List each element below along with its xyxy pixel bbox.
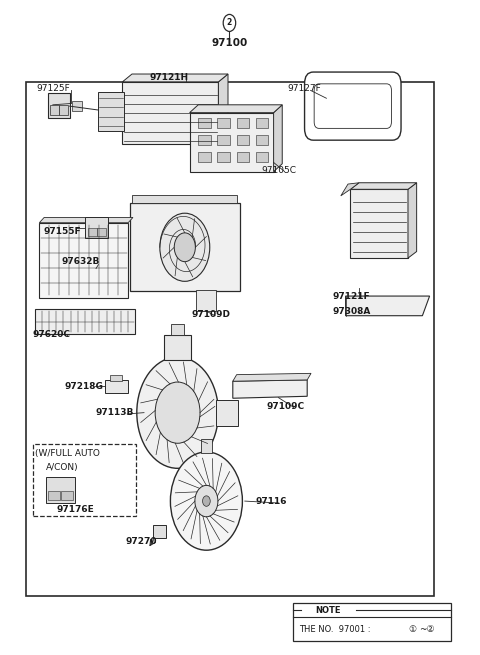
Bar bbox=[97, 228, 106, 236]
Bar bbox=[198, 135, 211, 145]
Bar bbox=[50, 105, 59, 115]
Bar bbox=[256, 152, 268, 162]
Bar bbox=[85, 217, 108, 238]
Bar bbox=[48, 93, 70, 118]
Polygon shape bbox=[122, 74, 228, 82]
Bar bbox=[190, 113, 274, 172]
Text: ~②: ~② bbox=[419, 626, 434, 635]
Text: 97620C: 97620C bbox=[33, 329, 71, 339]
Polygon shape bbox=[218, 74, 228, 144]
Bar bbox=[164, 335, 191, 360]
Text: A/CON): A/CON) bbox=[46, 463, 79, 472]
Polygon shape bbox=[190, 105, 282, 113]
Text: 97100: 97100 bbox=[211, 38, 248, 48]
Text: 97113B: 97113B bbox=[96, 408, 134, 417]
Text: NOTE: NOTE bbox=[315, 606, 340, 614]
Bar bbox=[39, 223, 128, 298]
Text: 97116: 97116 bbox=[255, 496, 287, 506]
Bar bbox=[237, 118, 249, 128]
Text: 97155F: 97155F bbox=[43, 227, 81, 236]
Polygon shape bbox=[216, 400, 238, 426]
Polygon shape bbox=[341, 183, 359, 196]
Text: 97632B: 97632B bbox=[61, 257, 100, 267]
Text: 2: 2 bbox=[227, 18, 232, 28]
Circle shape bbox=[195, 485, 218, 517]
Text: 97308A: 97308A bbox=[332, 307, 371, 316]
Bar bbox=[198, 152, 211, 162]
Text: THE NO.  97001 :: THE NO. 97001 : bbox=[299, 626, 370, 635]
Bar bbox=[217, 118, 230, 128]
Bar bbox=[217, 152, 230, 162]
Text: 97109C: 97109C bbox=[267, 402, 305, 411]
Polygon shape bbox=[233, 380, 307, 398]
Text: 97121F: 97121F bbox=[332, 292, 370, 301]
Text: 97125F: 97125F bbox=[36, 84, 70, 93]
Polygon shape bbox=[122, 82, 218, 144]
Bar bbox=[35, 309, 135, 334]
Circle shape bbox=[137, 357, 218, 468]
Bar bbox=[350, 189, 408, 258]
Text: 97121H: 97121H bbox=[150, 73, 189, 82]
Text: 97127F: 97127F bbox=[287, 84, 321, 93]
Bar bbox=[201, 439, 212, 453]
Text: (W/FULL AUTO: (W/FULL AUTO bbox=[35, 449, 99, 458]
Bar bbox=[256, 135, 268, 145]
Circle shape bbox=[174, 233, 195, 262]
Text: 97218G: 97218G bbox=[65, 382, 104, 391]
Polygon shape bbox=[274, 105, 282, 172]
Bar bbox=[88, 228, 97, 236]
Bar bbox=[105, 380, 128, 393]
Bar bbox=[46, 477, 75, 503]
Bar bbox=[61, 491, 73, 500]
Bar bbox=[237, 152, 249, 162]
Bar bbox=[256, 118, 268, 128]
Text: ①: ① bbox=[408, 626, 417, 635]
Circle shape bbox=[155, 382, 200, 443]
Bar bbox=[196, 290, 216, 311]
Text: 97270: 97270 bbox=[126, 536, 157, 546]
Bar bbox=[59, 105, 68, 115]
Bar bbox=[110, 375, 122, 381]
Bar bbox=[72, 101, 82, 111]
Circle shape bbox=[203, 496, 210, 506]
Bar bbox=[48, 491, 60, 500]
Text: 97105C: 97105C bbox=[262, 166, 297, 175]
Bar bbox=[33, 444, 136, 516]
Polygon shape bbox=[39, 217, 133, 223]
Circle shape bbox=[170, 452, 242, 550]
Bar bbox=[130, 203, 240, 291]
Polygon shape bbox=[346, 296, 430, 316]
Bar bbox=[198, 118, 211, 128]
Bar bbox=[237, 135, 249, 145]
Bar bbox=[217, 135, 230, 145]
Polygon shape bbox=[408, 183, 417, 258]
Polygon shape bbox=[350, 183, 417, 189]
Polygon shape bbox=[98, 92, 124, 131]
Bar bbox=[132, 195, 237, 203]
Bar bbox=[153, 525, 166, 538]
Bar bbox=[293, 603, 451, 641]
Polygon shape bbox=[233, 373, 311, 381]
Text: 97176E: 97176E bbox=[57, 505, 95, 514]
FancyBboxPatch shape bbox=[304, 72, 401, 140]
Circle shape bbox=[223, 14, 236, 31]
Text: 97109D: 97109D bbox=[192, 310, 231, 319]
Circle shape bbox=[160, 214, 210, 282]
Bar bbox=[171, 324, 184, 335]
Bar bbox=[26, 82, 434, 596]
